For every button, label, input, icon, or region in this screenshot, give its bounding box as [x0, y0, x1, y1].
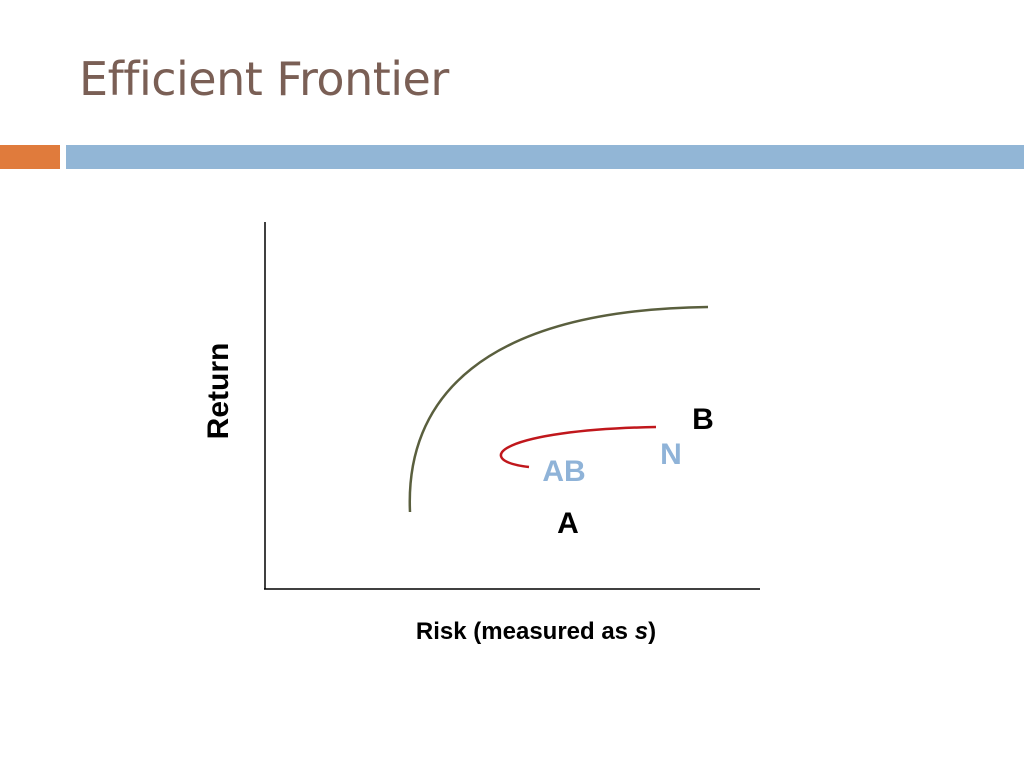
point-label-a: A — [557, 507, 579, 540]
x-axis-label: Risk (measured as s) — [416, 618, 656, 645]
ab-curve — [499, 425, 657, 469]
slide-title: Efficient Frontier — [79, 52, 449, 106]
title-underline-band — [66, 145, 1024, 169]
x-axis-label-prefix: Risk (measured as — [416, 618, 635, 645]
x-axis-label-symbol: s — [635, 618, 648, 645]
point-label-ab: AB — [542, 455, 585, 488]
point-label-n: N — [660, 438, 682, 471]
title-accent-bar — [0, 145, 60, 169]
frontier-curve — [408, 305, 709, 513]
y-axis-label: Return — [202, 343, 235, 440]
point-label-b: B — [692, 403, 714, 436]
x-axis-label-suffix: ) — [648, 618, 656, 645]
